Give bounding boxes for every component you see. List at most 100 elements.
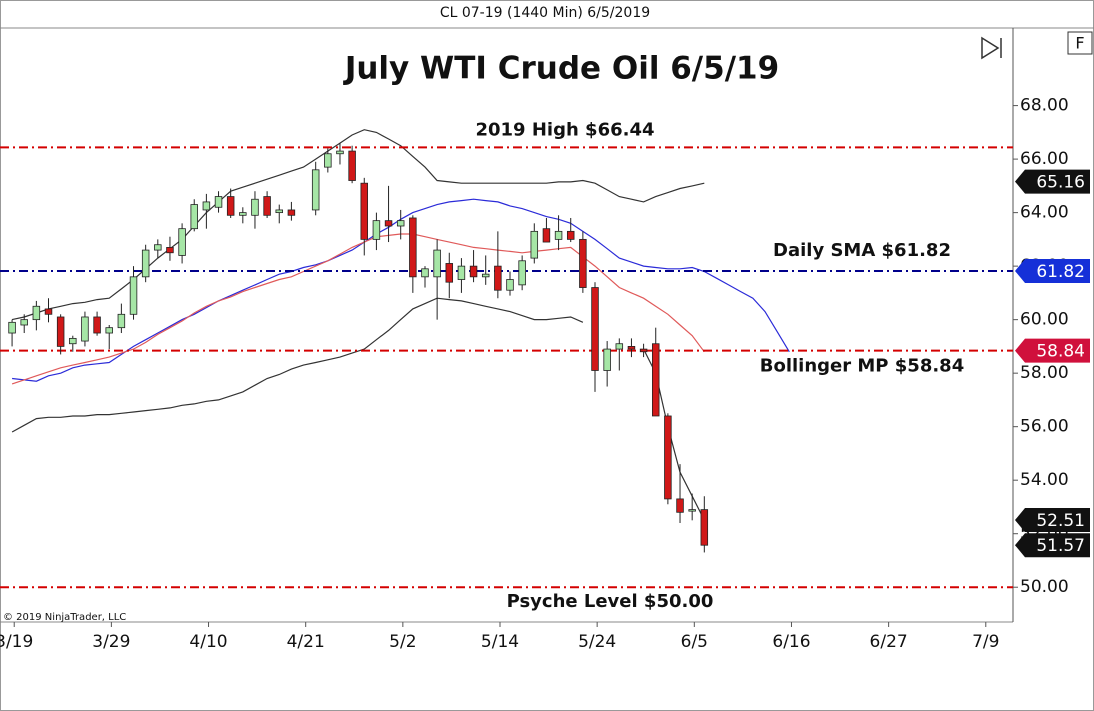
candle-body <box>311 169 320 211</box>
candle-body <box>421 268 429 278</box>
candle-body <box>433 249 441 278</box>
candle-body <box>263 196 271 216</box>
candle-body <box>178 228 186 256</box>
candle-body <box>457 265 466 280</box>
y-tick-label: 54.00 <box>1020 470 1069 490</box>
price-marker <box>1015 258 1090 283</box>
price-marker <box>1015 533 1090 558</box>
candle-body <box>409 217 417 278</box>
y-tick-label: 60.00 <box>1020 310 1069 330</box>
candle-body <box>603 348 611 371</box>
y-tick-label: 58.00 <box>1020 363 1069 383</box>
y-tick-label: 68.00 <box>1020 96 1069 116</box>
price-marker-label: 65.16 <box>1036 173 1085 193</box>
y-tick-label: 66.00 <box>1020 149 1069 169</box>
candle-body <box>166 247 174 254</box>
indicator-line <box>11 129 705 321</box>
candle-body <box>32 305 41 321</box>
candle-body <box>518 260 526 286</box>
candle-body <box>566 230 575 240</box>
price-marker-label: 58.84 <box>1036 342 1085 362</box>
candle-body <box>226 196 235 216</box>
candle-body <box>336 150 344 155</box>
indicator-line <box>11 297 584 433</box>
candle-body <box>239 212 247 216</box>
price-marker <box>1015 508 1090 533</box>
footnote: © 2019 NinjaTrader, LLC <box>3 612 126 623</box>
x-tick-label: 4/10 <box>189 632 227 652</box>
window-caption: CL 07-19 (1440 Min) 6/5/2019 <box>440 5 650 21</box>
y-tick-label: 64.00 <box>1020 203 1069 223</box>
candle-body <box>348 150 356 181</box>
candle-body <box>688 509 696 512</box>
candle-body <box>396 220 405 227</box>
f-button[interactable] <box>1067 31 1093 55</box>
candle-body <box>554 230 563 240</box>
candle-body <box>481 273 490 278</box>
candle-body <box>117 313 126 329</box>
candle-body <box>105 327 113 334</box>
x-tick-label: 3/29 <box>92 632 130 652</box>
candle-body <box>664 415 672 500</box>
candle-body <box>20 319 28 326</box>
price-marker <box>1015 338 1090 363</box>
candle-body <box>324 153 332 168</box>
candle-body <box>251 198 259 216</box>
y-tick-label: 56.00 <box>1020 417 1069 437</box>
candle-body <box>8 321 16 334</box>
candle-body <box>494 265 502 291</box>
candle-body <box>639 348 648 353</box>
candle-body <box>69 337 77 345</box>
x-tick-label: 7/9 <box>972 632 999 652</box>
candle-body <box>287 209 296 216</box>
candle-body <box>530 230 539 259</box>
x-tick-label: 6/5 <box>681 632 708 652</box>
candle-body <box>44 308 53 315</box>
x-tick-label: 5/24 <box>578 632 616 652</box>
level-label: Bollinger MP $58.84 <box>760 356 964 377</box>
play-triangle <box>981 36 1000 60</box>
price-marker-label: 51.57 <box>1036 536 1085 556</box>
x-tick-label: 4/21 <box>287 632 325 652</box>
candle-body <box>579 238 587 288</box>
candle-body <box>651 343 660 417</box>
level-label: Daily SMA $61.82 <box>773 240 951 261</box>
candle-body <box>384 220 393 227</box>
play-icon[interactable] <box>981 36 1002 60</box>
x-tick-label: 3/19 <box>0 632 33 652</box>
candle-body <box>506 279 514 291</box>
f-button-label: F <box>1075 34 1084 53</box>
candle-body <box>445 263 454 283</box>
x-tick-label: 6/16 <box>772 632 810 652</box>
x-tick-label: 5/2 <box>389 632 416 652</box>
candle-body <box>202 201 211 211</box>
price-marker-label: 61.82 <box>1036 262 1085 282</box>
candle-body <box>469 265 478 278</box>
candle-body <box>141 249 150 278</box>
y-tick-label: 50.00 <box>1020 577 1069 597</box>
candle-body <box>700 509 709 546</box>
level-label: 2019 High $66.44 <box>475 119 654 140</box>
candle-body <box>129 276 138 315</box>
candle-body <box>676 498 684 513</box>
candle-body <box>56 316 65 347</box>
candle-body <box>372 220 381 240</box>
candle-body <box>360 182 369 240</box>
candle-body <box>542 228 551 243</box>
price-marker <box>1015 169 1090 194</box>
candle-body <box>615 343 624 350</box>
candle-body <box>154 244 162 251</box>
candle-body <box>591 287 599 371</box>
candle-body <box>81 316 89 342</box>
x-tick-label: 6/27 <box>870 632 908 652</box>
candle-body <box>93 316 101 334</box>
price-marker-label: 52.51 <box>1036 511 1085 531</box>
candle-body <box>275 209 283 214</box>
candle-body <box>214 196 223 208</box>
candle-body <box>627 346 636 350</box>
candle-body <box>190 204 198 230</box>
level-label: Psyche Level $50.00 <box>507 591 714 612</box>
chart-title: July WTI Crude Oil 6/5/19 <box>343 51 779 87</box>
